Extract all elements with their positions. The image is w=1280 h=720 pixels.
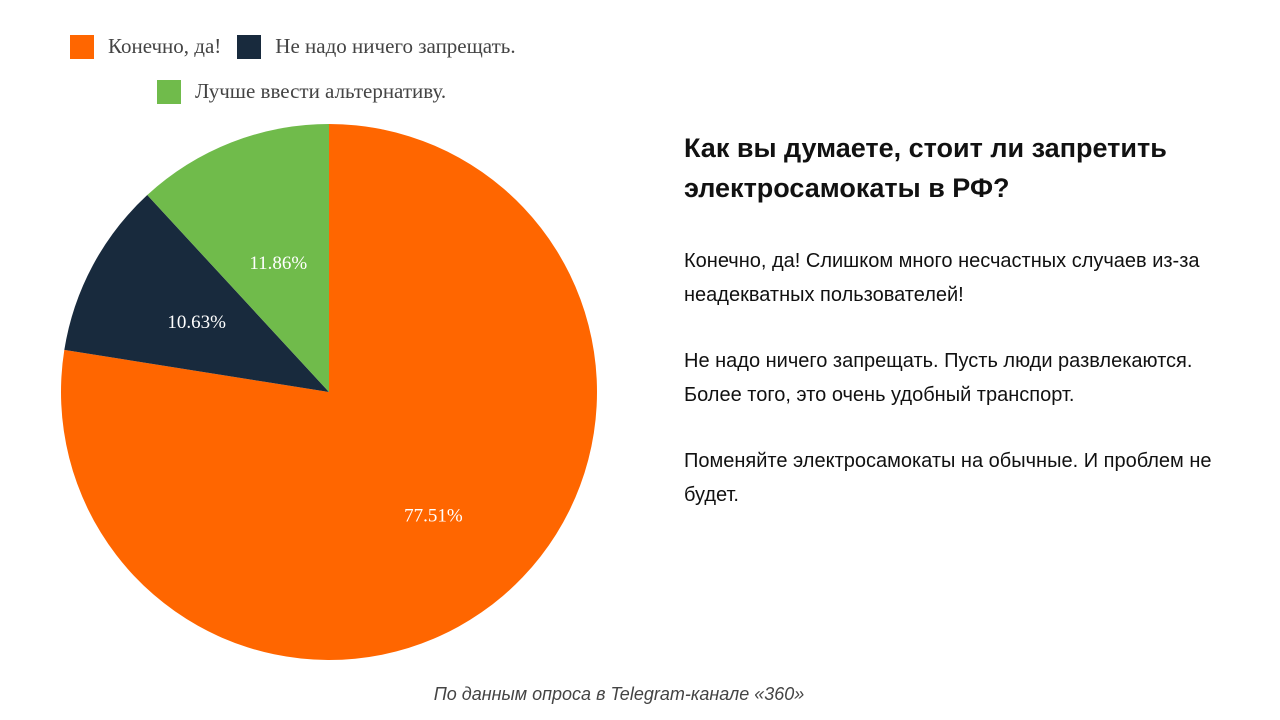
pie-chart: 77.51% 10.63% 11.86% (60, 123, 597, 660)
legend-swatch-yes (70, 34, 94, 59)
pie-slice-alternative[interactable] (147, 123, 329, 392)
legend-row: Лучше ввести альтернативу. (157, 79, 462, 104)
poll-question: Как вы думаете, стоит ли запретить элект… (684, 133, 1167, 203)
legend-swatch-alternative (157, 79, 181, 104)
pie-label-no: 10.63% (167, 312, 226, 333)
legend-swatch-no (237, 34, 262, 59)
poll-answer-no: Не надо ничего запрещать. Пусть люди раз… (684, 350, 1193, 406)
legend-row: Конечно, да! Не надо ничего запрещать. (70, 34, 532, 59)
chart-legend: Конечно, да! Не надо ничего запрещать. Л… (0, 0, 660, 120)
pie-label-yes: 77.51% (404, 505, 463, 526)
legend-item-no[interactable]: Не надо ничего запрещать. (237, 34, 516, 59)
pie-slice-no[interactable] (64, 195, 329, 392)
source-caption: По данным опроса в Telegram-канале «360» (433, 684, 805, 704)
pie-label-alternative: 11.86% (249, 253, 307, 274)
legend-label-alternative: Лучше ввести альтернативу. (195, 79, 447, 103)
legend-label-no: Не надо ничего запрещать. (275, 34, 516, 58)
poll-answer-alternative: Поменяйте электросамокаты на обычные. И … (684, 450, 1212, 506)
legend-label-yes: Конечно, да! (108, 34, 222, 58)
pie-slice-yes[interactable] (60, 124, 597, 660)
legend-item-alternative[interactable]: Лучше ввести альтернативу. (157, 79, 446, 104)
poll-panel: Как вы думаете, стоит ли запретить элект… (684, 128, 1244, 544)
poll-answer-yes: Конечно, да! Слишком много несчастных сл… (684, 250, 1200, 306)
legend-item-yes[interactable]: Конечно, да! (70, 34, 221, 59)
